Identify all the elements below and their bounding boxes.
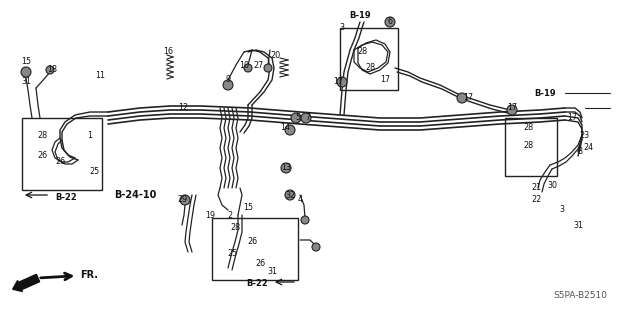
Text: 9: 9 (225, 76, 230, 85)
Text: 5: 5 (296, 114, 301, 122)
Text: 29: 29 (178, 196, 188, 204)
Circle shape (264, 64, 272, 72)
Text: 31: 31 (21, 78, 31, 86)
Circle shape (285, 125, 295, 135)
Text: 22: 22 (531, 196, 541, 204)
Circle shape (457, 93, 467, 103)
Text: 1: 1 (88, 130, 93, 139)
Text: 28: 28 (357, 48, 367, 56)
Text: 25: 25 (227, 249, 237, 258)
Text: 6: 6 (387, 18, 392, 26)
Text: 15: 15 (243, 204, 253, 212)
Circle shape (301, 113, 311, 123)
Circle shape (21, 67, 31, 77)
Text: 2: 2 (227, 211, 232, 219)
Text: 17: 17 (507, 103, 517, 113)
Text: 19: 19 (205, 211, 215, 219)
Circle shape (385, 17, 395, 27)
Text: 16: 16 (163, 48, 173, 56)
Bar (212, 218, 298, 280)
Text: 10: 10 (239, 61, 249, 70)
Text: 31: 31 (267, 268, 277, 277)
Text: 30: 30 (547, 181, 557, 189)
Circle shape (244, 64, 252, 72)
Bar (340, 28, 398, 90)
Text: 12: 12 (178, 103, 188, 113)
Text: 8: 8 (577, 147, 582, 157)
Bar (22, 118, 102, 190)
Text: FR.: FR. (41, 270, 98, 280)
Circle shape (281, 163, 291, 173)
Text: 26: 26 (37, 151, 47, 160)
FancyArrow shape (13, 274, 40, 292)
Text: 7: 7 (305, 114, 310, 122)
Text: 26: 26 (55, 158, 65, 167)
Text: 23: 23 (579, 130, 589, 139)
Text: 24: 24 (583, 144, 593, 152)
Text: 28: 28 (523, 123, 533, 132)
Text: 32: 32 (285, 190, 295, 199)
Circle shape (337, 77, 347, 87)
Text: 26: 26 (247, 238, 257, 247)
Circle shape (180, 195, 190, 205)
Text: B-22: B-22 (55, 194, 77, 203)
Text: 4: 4 (298, 196, 303, 204)
Text: 14: 14 (280, 123, 290, 132)
Text: 20: 20 (270, 50, 280, 60)
Text: B-24-10: B-24-10 (114, 190, 156, 200)
Text: 17: 17 (463, 93, 473, 102)
Text: 11: 11 (95, 70, 105, 79)
Text: 27: 27 (253, 61, 263, 70)
Circle shape (301, 216, 309, 224)
Circle shape (223, 80, 233, 90)
Text: 31: 31 (573, 220, 583, 229)
Text: 17: 17 (380, 76, 390, 85)
Text: B-19: B-19 (349, 11, 371, 20)
Text: 3: 3 (339, 24, 344, 33)
Circle shape (312, 243, 320, 251)
Text: 28: 28 (523, 140, 533, 150)
Circle shape (285, 190, 295, 200)
Text: S5PA-B2510: S5PA-B2510 (553, 291, 607, 300)
Text: B-19: B-19 (534, 88, 556, 98)
Circle shape (507, 105, 517, 115)
Bar (505, 118, 557, 176)
Circle shape (291, 113, 301, 123)
Text: 15: 15 (21, 57, 31, 66)
Text: 26: 26 (255, 259, 265, 269)
Text: 3: 3 (559, 205, 564, 214)
Text: 28: 28 (230, 224, 240, 233)
Text: 28: 28 (365, 63, 375, 72)
Text: 17: 17 (567, 114, 577, 122)
Text: 28: 28 (37, 130, 47, 139)
Text: 13: 13 (281, 164, 291, 173)
Text: B-22: B-22 (246, 278, 268, 287)
Text: 25: 25 (90, 167, 100, 176)
Text: 18: 18 (47, 65, 57, 75)
Circle shape (46, 66, 54, 74)
Text: 17: 17 (333, 78, 343, 86)
Text: 21: 21 (531, 183, 541, 192)
